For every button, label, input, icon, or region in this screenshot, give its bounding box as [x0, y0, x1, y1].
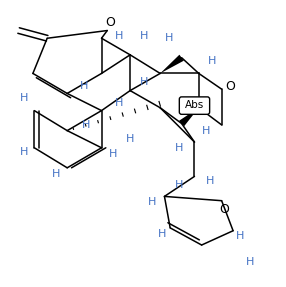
Text: H: H: [206, 176, 214, 186]
FancyBboxPatch shape: [179, 97, 210, 114]
Text: O: O: [220, 203, 229, 216]
Text: H: H: [109, 148, 117, 158]
Text: H: H: [157, 228, 166, 238]
Text: H: H: [20, 93, 29, 103]
Text: H: H: [20, 147, 29, 157]
Text: O: O: [225, 80, 235, 93]
Text: H: H: [202, 126, 210, 136]
Polygon shape: [179, 108, 199, 126]
Text: H: H: [246, 257, 255, 267]
Text: H: H: [140, 31, 149, 41]
Text: H: H: [236, 231, 245, 241]
Text: H: H: [140, 77, 149, 87]
Text: H: H: [207, 56, 216, 65]
Text: H: H: [51, 168, 60, 179]
Text: Abs: Abs: [185, 100, 204, 110]
Text: H: H: [147, 197, 156, 207]
Text: H: H: [82, 120, 90, 130]
Text: H: H: [126, 134, 134, 144]
Text: H: H: [80, 81, 89, 91]
Text: H: H: [174, 180, 183, 190]
Text: H: H: [174, 143, 183, 153]
Text: H: H: [164, 33, 173, 43]
Text: H: H: [114, 98, 123, 108]
Text: H: H: [114, 31, 123, 41]
Polygon shape: [160, 55, 184, 73]
Text: O: O: [105, 16, 115, 29]
